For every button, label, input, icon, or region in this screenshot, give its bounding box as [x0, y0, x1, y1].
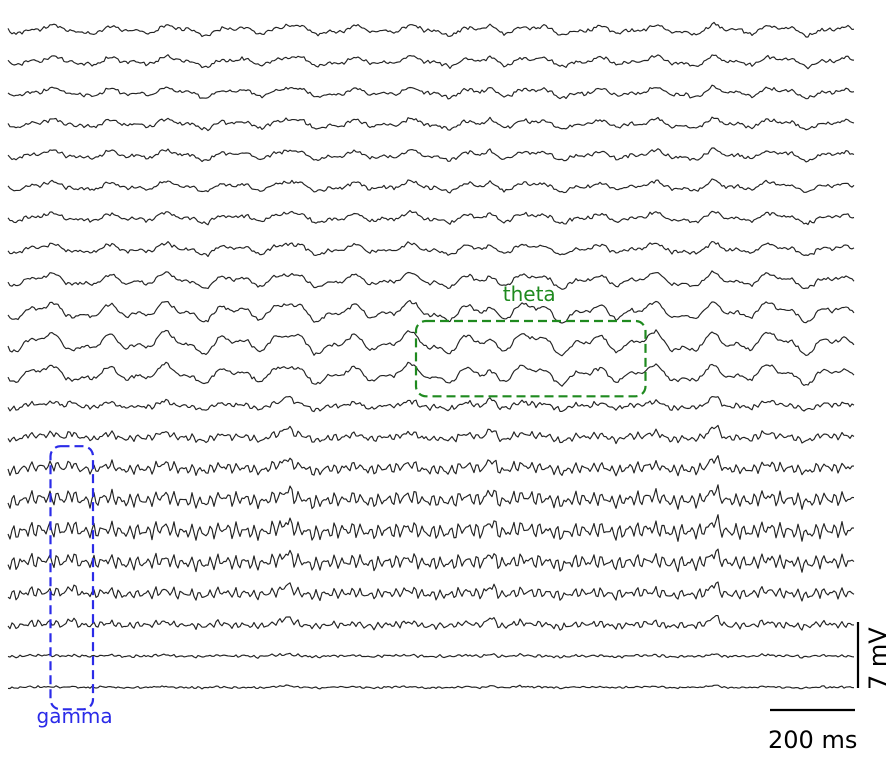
time-scale-label: 200 ms	[768, 726, 857, 754]
lfp-trace-12	[7, 361, 855, 387]
lfp-trace-16	[7, 484, 855, 510]
lfp-trace-22	[7, 684, 855, 690]
lfp-trace-14	[7, 424, 855, 445]
lfp-trace-2	[7, 54, 855, 70]
gamma-annotation-box	[49, 445, 95, 711]
theta-label: theta	[503, 282, 556, 306]
lfp-trace-21	[7, 652, 855, 659]
lfp-trace-8	[7, 240, 855, 258]
trace-group	[7, 21, 855, 690]
lfp-trace-9	[7, 270, 855, 290]
gamma-label: gamma	[37, 704, 113, 728]
lfp-trace-11	[7, 329, 855, 357]
voltage-scale-label: 7 mV	[864, 627, 892, 690]
lfp-trace-18	[7, 548, 855, 573]
lfp-trace-15	[7, 455, 854, 477]
lfp-trace-4	[7, 116, 855, 132]
lfp-trace-1	[7, 21, 855, 38]
theta-annotation-box	[414, 319, 647, 398]
lfp-trace-10	[7, 299, 855, 324]
lfp-trace-5	[7, 147, 855, 163]
lfp-trace-7	[7, 209, 855, 226]
lfp-trace-19	[7, 581, 855, 602]
lfp-trace-17	[7, 514, 855, 542]
lfp-trace-6	[7, 178, 855, 194]
lfp-trace-20	[7, 615, 854, 631]
lfp-trace-3	[7, 84, 855, 100]
lfp-trace-13	[7, 395, 855, 413]
